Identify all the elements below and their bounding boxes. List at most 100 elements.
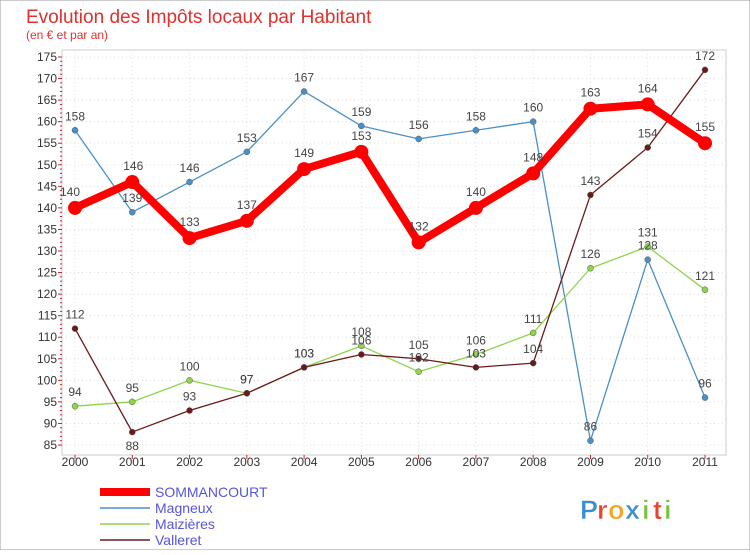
y-tick-label: 110 bbox=[38, 330, 57, 344]
data-label-maizières: 108 bbox=[351, 325, 371, 339]
data-label-magneux: 128 bbox=[638, 239, 658, 253]
data-label-sommancourt: 164 bbox=[638, 81, 658, 95]
data-label-magneux: 96 bbox=[698, 377, 712, 391]
y-tick-label: 165 bbox=[37, 93, 57, 107]
data-point-maizières bbox=[644, 243, 651, 250]
data-label-valleret: 112 bbox=[65, 308, 84, 322]
data-label-valleret: 97 bbox=[240, 372, 254, 386]
y-tick-label: 100 bbox=[37, 373, 57, 387]
data-point-magneux bbox=[243, 148, 251, 156]
data-point-maizières bbox=[472, 351, 480, 358]
data-point-valleret bbox=[129, 428, 136, 436]
data-label-valleret: 143 bbox=[580, 174, 600, 188]
series-lines bbox=[68, 66, 712, 444]
data-label-magneux: 86 bbox=[584, 420, 598, 434]
data-label-magneux: 160 bbox=[523, 101, 543, 115]
y-tick-label: 145 bbox=[37, 179, 57, 193]
data-label-magneux: 158 bbox=[466, 109, 486, 123]
data-point-valleret bbox=[644, 144, 651, 151]
data-point-maizières bbox=[701, 286, 709, 294]
data-point-valleret bbox=[701, 66, 709, 74]
x-tick-label: 2007 bbox=[463, 455, 490, 469]
x-axis: 2000 2001 2002 2003 2004 2005 2006 2007 2008 2009… bbox=[62, 455, 718, 469]
data-point-maizières bbox=[129, 398, 136, 406]
legend-label: Maizières bbox=[155, 516, 215, 532]
data-point-valleret bbox=[243, 390, 251, 397]
data-point-magneux bbox=[644, 256, 651, 263]
data-point-magneux bbox=[300, 88, 308, 95]
data-label-magneux: 156 bbox=[409, 118, 429, 132]
data-point-sommancourt bbox=[182, 231, 197, 246]
data-point-sommancourt bbox=[68, 200, 82, 215]
data-label-sommancourt: 153 bbox=[351, 129, 371, 143]
y-tick-label: 140 bbox=[37, 201, 57, 215]
data-point-sommancourt bbox=[468, 200, 483, 215]
data-label-valleret: 103 bbox=[294, 346, 314, 360]
data-point-magneux bbox=[129, 208, 136, 216]
data-point-magneux bbox=[71, 127, 79, 134]
x-tick-label: 2003 bbox=[233, 455, 260, 469]
y-tick-label: 175 bbox=[37, 50, 57, 64]
data-label-valleret: 88 bbox=[126, 439, 140, 453]
y-tick-label: 95 bbox=[44, 395, 58, 409]
data-point-maizières bbox=[71, 402, 79, 410]
data-point-valleret bbox=[529, 359, 537, 367]
data-label-sommancourt: 146 bbox=[123, 159, 143, 173]
data-point-magneux bbox=[587, 437, 594, 444]
y-tick-label: 155 bbox=[37, 136, 57, 150]
data-point-sommancourt bbox=[640, 97, 655, 112]
y-tick-label: 130 bbox=[37, 244, 57, 258]
data-point-magneux bbox=[472, 127, 480, 134]
series-line-maizières bbox=[74, 246, 706, 407]
data-point-sommancourt bbox=[698, 136, 712, 151]
data-point-maizières bbox=[358, 342, 365, 350]
data-point-magneux bbox=[701, 394, 709, 401]
x-tick-label: 2010 bbox=[634, 455, 661, 469]
x-tick-label: 2001 bbox=[119, 455, 146, 469]
data-label-maizières: 131 bbox=[638, 226, 658, 240]
data-label-sommancourt: 149 bbox=[294, 146, 314, 160]
x-tick-label: 2005 bbox=[348, 455, 375, 469]
series-line-magneux bbox=[74, 90, 706, 442]
data-point-valleret bbox=[71, 325, 79, 332]
data-label-valleret: 93 bbox=[183, 390, 197, 404]
data-label-maizières: 111 bbox=[524, 312, 543, 326]
data-label-maizières: 103 bbox=[294, 346, 314, 360]
data-label-maizières: 121 bbox=[695, 269, 715, 283]
logo-letter: x bbox=[625, 495, 640, 525]
data-label-sommancourt: 133 bbox=[180, 215, 200, 229]
x-tick-label: 2002 bbox=[176, 455, 203, 469]
proxiti-logo: Pr o x i t i bbox=[580, 495, 672, 526]
logo-letter: t bbox=[653, 495, 662, 525]
data-point-valleret bbox=[415, 355, 422, 363]
data-label-maizières: 106 bbox=[466, 333, 486, 347]
y-tick-label: 85 bbox=[44, 438, 58, 452]
logo-letter: i bbox=[642, 495, 650, 525]
data-point-magneux bbox=[415, 135, 422, 143]
data-point-sommancourt bbox=[411, 235, 426, 250]
data-label-valleret: 104 bbox=[523, 342, 543, 356]
x-tick-label: 2008 bbox=[520, 455, 547, 469]
data-point-maizières bbox=[587, 264, 594, 272]
data-label-magneux: 158 bbox=[65, 109, 85, 123]
data-label-valleret: 106 bbox=[351, 333, 371, 347]
data-point-sommancourt bbox=[526, 166, 541, 181]
x-tick-label: 2006 bbox=[405, 455, 432, 469]
y-tick-label: 150 bbox=[37, 158, 57, 172]
y-tick-label: 120 bbox=[37, 287, 57, 301]
y-axis: 85 90 95 100 105 110 115 120 125 130 135 140 145 150 1… bbox=[37, 50, 62, 452]
data-point-sommancourt bbox=[583, 101, 598, 116]
data-label-sommancourt: 140 bbox=[60, 185, 80, 199]
plot-area bbox=[61, 49, 727, 456]
data-label-sommancourt: 140 bbox=[466, 185, 486, 199]
data-point-sommancourt bbox=[354, 144, 369, 159]
data-point-sommancourt bbox=[297, 162, 312, 177]
data-label-sommancourt: 137 bbox=[237, 198, 257, 212]
series-line-sommancourt bbox=[73, 100, 708, 247]
data-label-valleret: 154 bbox=[638, 127, 658, 141]
data-label-magneux: 139 bbox=[122, 191, 142, 205]
y-tick-label: 115 bbox=[38, 309, 57, 323]
